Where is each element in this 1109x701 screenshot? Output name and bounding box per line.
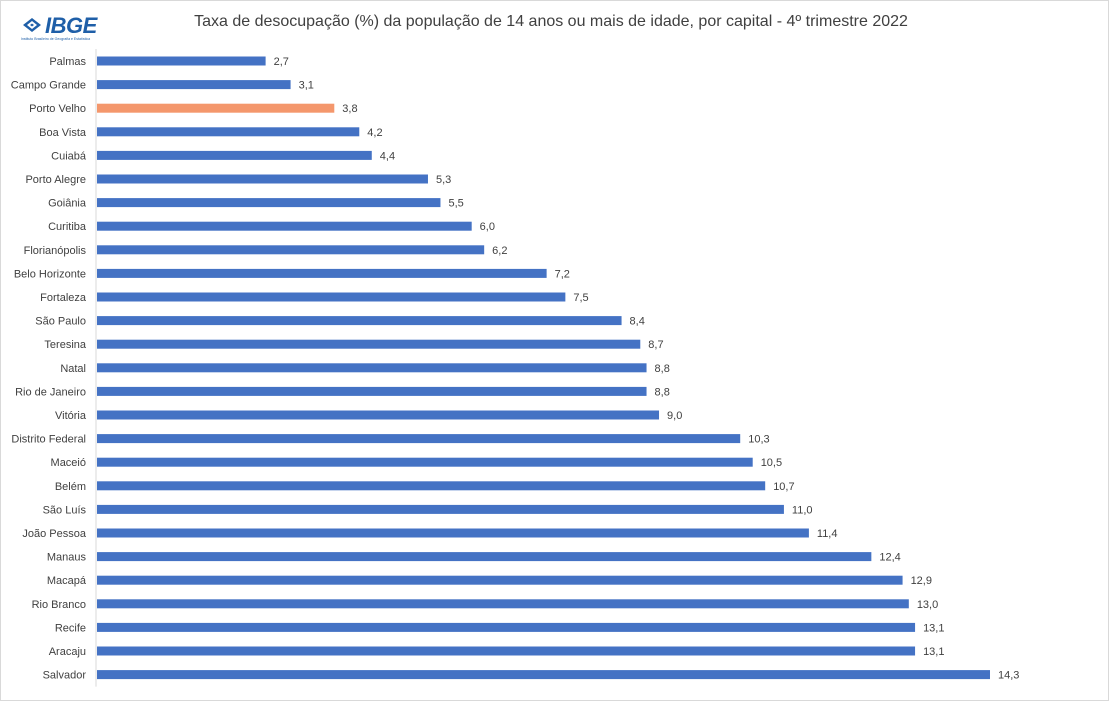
category-label: Rio Branco bbox=[32, 599, 86, 611]
bar bbox=[97, 670, 990, 680]
category-label: Recife bbox=[55, 622, 86, 634]
data-label: 8,7 bbox=[648, 339, 663, 351]
category-label: João Pessoa bbox=[22, 528, 86, 540]
bar bbox=[97, 481, 766, 491]
bar bbox=[97, 339, 641, 349]
bar bbox=[97, 56, 266, 66]
bar bbox=[97, 575, 903, 585]
bar bbox=[97, 434, 741, 444]
data-label: 7,2 bbox=[555, 268, 570, 280]
category-label: Boa Vista bbox=[39, 127, 87, 139]
bar bbox=[97, 552, 872, 562]
bar bbox=[97, 363, 647, 373]
bar bbox=[97, 504, 784, 514]
data-label: 7,5 bbox=[573, 292, 588, 304]
data-label: 6,2 bbox=[492, 245, 507, 257]
bar bbox=[97, 528, 809, 538]
category-label: Belém bbox=[55, 481, 86, 493]
category-label: Teresina bbox=[44, 339, 86, 351]
data-label: 12,4 bbox=[879, 552, 900, 564]
bar bbox=[97, 198, 441, 208]
bar bbox=[97, 386, 647, 396]
category-label: Campo Grande bbox=[11, 80, 86, 92]
category-label: Maceió bbox=[51, 457, 86, 469]
category-label: Fortaleza bbox=[40, 292, 87, 304]
category-label: Salvador bbox=[43, 670, 87, 682]
bar bbox=[97, 316, 622, 326]
bar bbox=[97, 80, 291, 90]
data-label: 5,5 bbox=[448, 198, 463, 210]
category-label: Porto Alegre bbox=[25, 174, 86, 186]
data-label: 11,4 bbox=[817, 528, 838, 540]
data-label: 6,0 bbox=[480, 221, 495, 233]
data-label: 3,8 bbox=[342, 103, 357, 115]
category-label: Vitória bbox=[55, 410, 87, 422]
bar bbox=[97, 221, 472, 231]
bar bbox=[97, 622, 916, 632]
bar bbox=[97, 174, 428, 184]
data-label: 3,1 bbox=[299, 80, 314, 92]
data-label: 2,7 bbox=[274, 56, 289, 68]
data-label: 4,4 bbox=[380, 150, 395, 162]
bar bbox=[97, 599, 909, 609]
bar bbox=[97, 245, 485, 255]
data-label: 13,0 bbox=[917, 599, 938, 611]
category-label: Florianópolis bbox=[24, 245, 87, 257]
data-label: 10,7 bbox=[773, 481, 794, 493]
bar bbox=[97, 646, 916, 656]
category-label: Macapá bbox=[47, 575, 87, 587]
category-label: São Paulo bbox=[35, 316, 86, 328]
chart-title: Taxa de desocupação (%) da população de … bbox=[194, 13, 908, 30]
category-label: Natal bbox=[60, 363, 86, 375]
data-label: 5,3 bbox=[436, 174, 451, 186]
bar bbox=[97, 127, 360, 137]
category-label: Distrito Federal bbox=[11, 434, 86, 446]
category-label: Curitiba bbox=[48, 221, 87, 233]
data-label: 8,4 bbox=[630, 316, 645, 328]
data-label: 8,8 bbox=[655, 363, 670, 375]
data-label: 8,8 bbox=[655, 386, 670, 398]
ibge-logo: IBGE Instituto Brasileiro de Geografia e… bbox=[21, 13, 121, 47]
data-label: 10,5 bbox=[761, 457, 782, 469]
data-label: 13,1 bbox=[923, 622, 944, 634]
data-label: 10,3 bbox=[748, 434, 769, 446]
category-label: Manaus bbox=[47, 552, 87, 564]
data-label: 12,9 bbox=[911, 575, 932, 587]
logo-subtitle: Instituto Brasileiro de Geografia e Esta… bbox=[21, 37, 91, 41]
data-label: 13,1 bbox=[923, 646, 944, 658]
category-label: Porto Velho bbox=[29, 103, 86, 115]
data-label: 11,0 bbox=[792, 504, 813, 516]
data-label: 14,3 bbox=[998, 670, 1019, 682]
bar bbox=[97, 292, 566, 302]
bar bbox=[97, 150, 372, 160]
bar bbox=[97, 457, 753, 467]
data-label: 9,0 bbox=[667, 410, 682, 422]
category-label: Goiânia bbox=[48, 198, 87, 210]
category-label: Rio de Janeiro bbox=[15, 386, 86, 398]
bar bbox=[97, 410, 660, 420]
ibge-logo-icon bbox=[23, 18, 41, 32]
category-label: Belo Horizonte bbox=[14, 268, 86, 280]
data-label: 4,2 bbox=[367, 127, 382, 139]
category-label: Aracaju bbox=[49, 646, 86, 658]
logo-text: IBGE bbox=[45, 13, 97, 38]
category-label: Palmas bbox=[49, 56, 86, 68]
category-label: Cuiabá bbox=[51, 150, 87, 162]
bar bbox=[97, 103, 335, 113]
category-label: São Luís bbox=[43, 504, 87, 516]
bar bbox=[97, 268, 547, 278]
